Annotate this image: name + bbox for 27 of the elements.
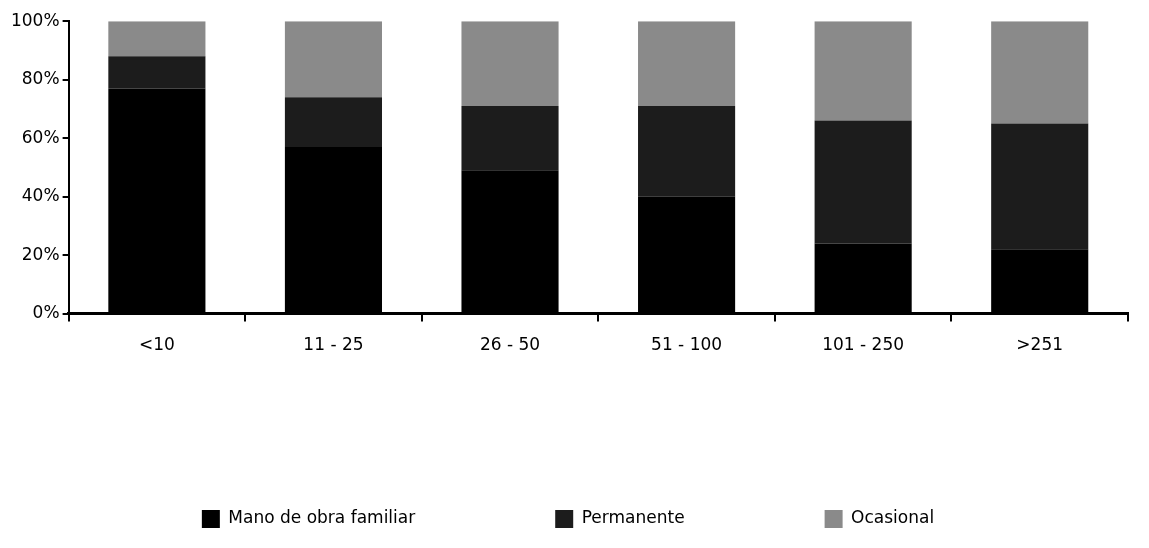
bar — [814, 21, 912, 121]
bar — [284, 21, 383, 98]
bar — [284, 97, 383, 147]
legend-label: Permanente — [581, 507, 685, 528]
x-tick-label: <10 — [138, 334, 175, 355]
bar — [108, 56, 206, 89]
bar — [814, 120, 912, 244]
bar — [991, 21, 1089, 124]
bar — [461, 106, 559, 171]
x-tick-label: 51 - 100 — [651, 334, 723, 355]
x-tick-label: >251 — [1016, 334, 1064, 355]
legend-label: Mano de obra familiar — [228, 507, 416, 528]
y-tick-label: 0% — [32, 302, 60, 323]
x-tick-label: 101 - 250 — [822, 334, 905, 355]
bar — [638, 106, 736, 197]
legend-label: Ocasional — [851, 507, 935, 528]
x-tick-label: 11 - 25 — [303, 334, 364, 355]
bar — [461, 21, 559, 106]
y-tick-label: 100% — [10, 9, 60, 30]
bar — [108, 21, 206, 57]
bar — [638, 21, 736, 106]
y-tick-label: 60% — [21, 126, 60, 147]
y-tick-label: 40% — [21, 185, 60, 206]
x-tick-label: 26 - 50 — [479, 334, 541, 355]
bar — [991, 123, 1089, 250]
y-tick-label: 20% — [21, 243, 60, 264]
y-tick-label: 80% — [21, 68, 60, 89]
